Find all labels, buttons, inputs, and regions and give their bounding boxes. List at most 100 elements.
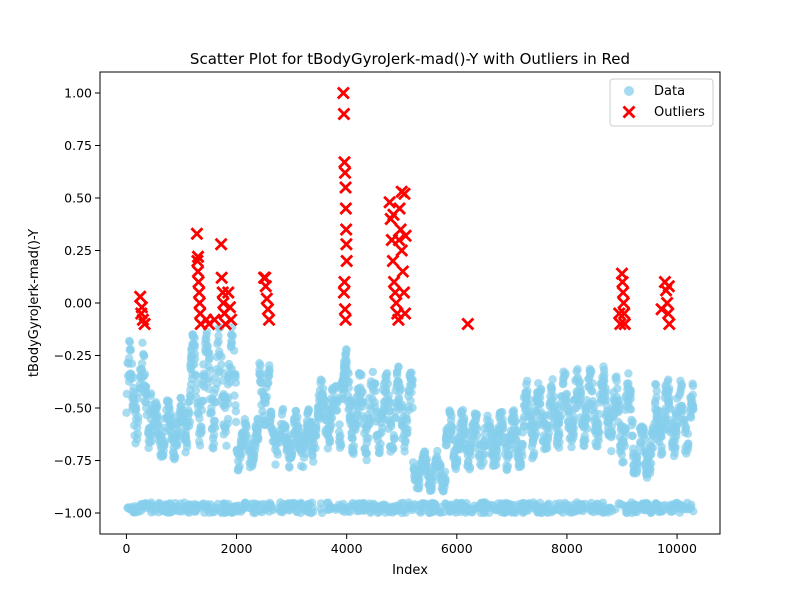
data-point: [327, 413, 337, 423]
data-point: [157, 436, 167, 445]
data-point: [663, 377, 672, 386]
data-point: [202, 336, 211, 345]
data-point: [605, 504, 615, 513]
data-point: [130, 421, 139, 430]
data-point: [209, 444, 218, 453]
data-point: [330, 384, 340, 394]
data-point: [366, 404, 375, 413]
data-point: [317, 396, 327, 405]
data-point: [518, 440, 527, 449]
data-point: [287, 451, 297, 460]
outlier-point: [399, 229, 413, 243]
data-point: [331, 406, 341, 415]
data-point: [575, 501, 584, 510]
data-point: [345, 507, 355, 517]
data-point: [479, 442, 488, 451]
data-point: [354, 404, 363, 413]
legend-outlier-x-icon: [622, 105, 636, 119]
y-tick-label: 0.50: [64, 191, 92, 206]
data-point: [622, 379, 632, 388]
data-point: [469, 428, 479, 438]
outlier-point: [386, 208, 400, 222]
outlier-point: [337, 275, 351, 289]
outlier-point: [190, 227, 204, 241]
data-point: [316, 499, 326, 508]
data-point: [314, 415, 324, 424]
legend-box: [609, 78, 714, 127]
data-point: [227, 507, 236, 516]
data-point: [265, 418, 275, 427]
data-point: [572, 387, 581, 396]
data-point: [237, 430, 246, 439]
data-point: [408, 403, 417, 412]
data-point: [155, 498, 164, 508]
data-point: [439, 476, 448, 486]
outlier-point: [192, 275, 206, 289]
data-point: [251, 421, 260, 431]
data-point: [597, 378, 607, 387]
data-point: [296, 461, 306, 471]
data-point: [677, 382, 686, 391]
data-point: [669, 451, 679, 461]
data-point: [388, 444, 398, 454]
data-point: [637, 500, 646, 510]
outlier-point: [338, 302, 352, 316]
data-point: [433, 454, 442, 463]
data-point: [211, 384, 220, 394]
x-tick-label: 8000: [551, 541, 583, 556]
data-point: [368, 367, 377, 377]
data-point: [526, 427, 535, 436]
data-point: [411, 465, 420, 474]
data-point: [351, 425, 360, 434]
data-point: [353, 411, 362, 420]
data-point: [302, 433, 311, 442]
data-point: [568, 411, 578, 421]
data-point: [315, 408, 324, 417]
data-point: [554, 443, 564, 452]
data-point: [323, 444, 333, 453]
data-point: [506, 432, 516, 441]
outlier-point: [221, 286, 235, 299]
data-point: [427, 485, 436, 495]
data-point: [376, 439, 385, 449]
outlier-point: [339, 202, 353, 215]
data-point: [582, 424, 591, 433]
data-point: [433, 446, 442, 456]
data-point: [646, 506, 656, 515]
outlier-point: [135, 300, 149, 314]
data-point: [138, 338, 147, 347]
data-point: [275, 426, 285, 435]
data-point: [279, 420, 288, 429]
data-point: [230, 391, 239, 400]
data-point: [220, 508, 230, 517]
data-point: [421, 465, 431, 474]
data-point: [203, 342, 212, 351]
data-point: [156, 443, 166, 452]
outlier-point: [214, 237, 228, 251]
data-point: [530, 414, 540, 423]
data-point: [215, 367, 224, 376]
data-point: [200, 508, 209, 517]
data-point: [616, 447, 625, 456]
data-point: [187, 344, 196, 354]
data-point: [231, 378, 240, 387]
data-point: [188, 330, 197, 339]
data-point: [453, 444, 462, 453]
data-point: [398, 421, 407, 430]
data-point: [525, 500, 534, 510]
data-point: [225, 370, 234, 379]
outlier-point: [337, 107, 351, 121]
data-point: [168, 506, 177, 516]
data-point: [522, 399, 531, 408]
data-point: [323, 423, 333, 432]
outlier-point: [138, 317, 152, 331]
data-point: [415, 475, 424, 484]
data-point: [635, 442, 645, 452]
data-point: [523, 386, 532, 396]
data-point: [296, 498, 306, 508]
outlier-point: [340, 254, 354, 268]
data-point: [519, 508, 528, 517]
y-tick-label: 1.00: [64, 86, 92, 101]
data-point: [130, 507, 139, 516]
data-point: [271, 460, 280, 469]
